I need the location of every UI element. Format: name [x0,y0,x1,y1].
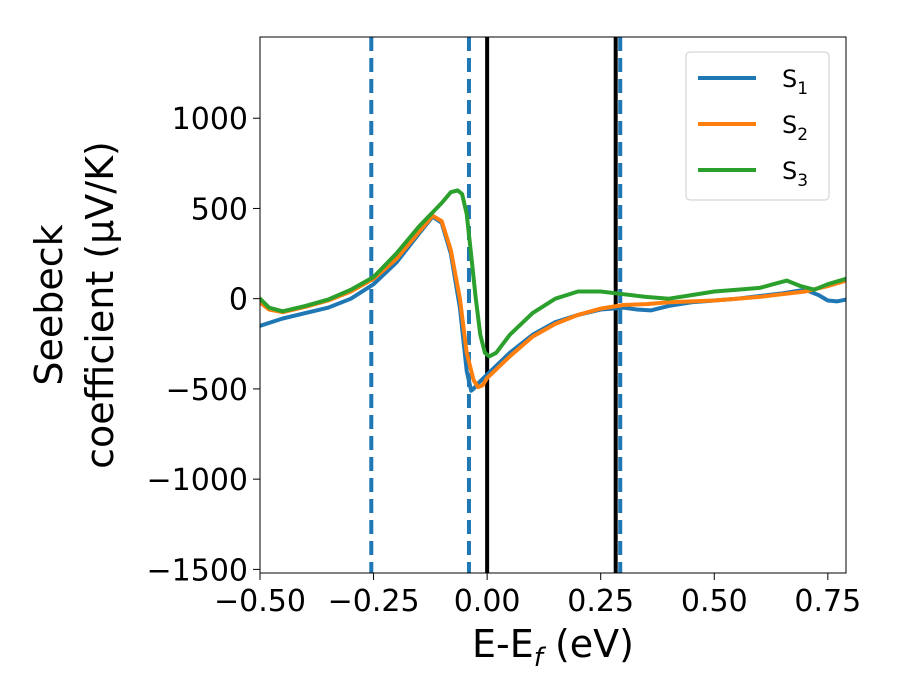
y-tick-label: −500 [166,373,248,408]
x-tick-label: −0.50 [214,584,306,619]
x-tick-label: 0.25 [567,584,634,619]
series-lines [260,188,846,393]
legend-label-3: S3 [782,157,808,191]
y-tick-label: 1000 [172,102,248,137]
vertical-reference-lines [369,37,623,573]
y-tick-label: 500 [191,192,248,227]
legend-label-2: S2 [782,111,808,145]
y-axis-label-line2: coefficient (μV/K) [78,141,122,469]
series-line-3 [260,188,846,359]
y-tick-label: 0 [229,283,248,318]
y-tick-label: −1000 [147,463,248,498]
legend-box [685,51,830,201]
x-tick-label: 0.50 [681,584,748,619]
y-axis-label-line1: Seebeck [27,224,71,385]
plot-frame [259,36,847,574]
x-tick-label: 0.75 [794,584,861,619]
legend: S1 S2 S3 [685,51,830,201]
axis-ticks: −0.50 −0.25 0.00 0.25 0.50 0.75 1000 500 0 −500 −1… [147,102,862,619]
x-tick-label: −0.25 [328,584,420,619]
x-tick-label: 0.00 [454,584,521,619]
y-tick-label: −1500 [147,553,248,588]
x-axis-label: E-Ef (eV) [472,622,634,673]
legend-label-1: S1 [782,65,808,99]
series-line-1 [260,214,846,393]
